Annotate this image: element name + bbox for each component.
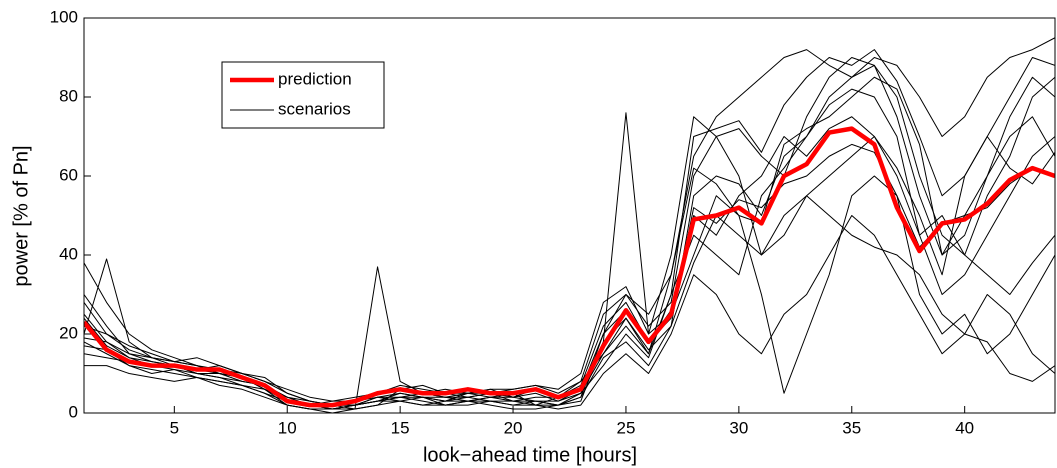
scenario-line	[84, 195, 1055, 410]
x-tick-label: 30	[729, 418, 748, 437]
x-tick-label: 40	[955, 418, 974, 437]
x-tick-label: 10	[278, 418, 297, 437]
legend-label: prediction	[278, 69, 352, 88]
y-tick-label: 60	[59, 165, 78, 184]
x-tick-label: 25	[616, 418, 635, 437]
y-tick-label: 20	[59, 323, 78, 342]
x-tick-label: 15	[391, 418, 410, 437]
x-axis-label: look−ahead time [hours]	[423, 444, 637, 466]
legend-box	[221, 61, 385, 129]
y-tick-label: 100	[50, 7, 78, 26]
x-tick-label: 20	[504, 418, 523, 437]
scenario-line	[84, 49, 1055, 406]
plot-frame	[83, 17, 1056, 414]
y-tick-label: 0	[69, 402, 78, 421]
y-tick-label: 40	[59, 244, 78, 263]
legend-label: scenarios	[278, 99, 351, 118]
x-tick-label: 35	[842, 418, 861, 437]
scenario-line	[84, 37, 1055, 406]
scenario-line	[84, 215, 1055, 413]
x-tick-label: 5	[170, 418, 179, 437]
y-tick-label: 80	[59, 86, 78, 105]
prediction-line	[84, 126, 1055, 408]
y-axis-label: power [% of Pn]	[10, 145, 32, 286]
plot-lines	[84, 37, 1055, 413]
